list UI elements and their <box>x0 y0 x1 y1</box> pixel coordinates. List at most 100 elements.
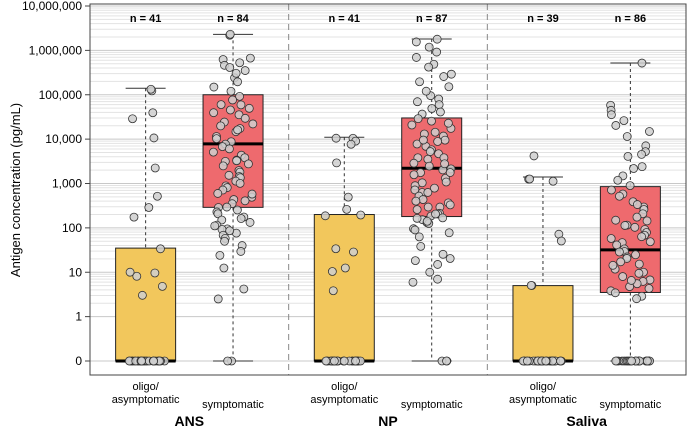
data-point <box>342 204 352 214</box>
group-label: NP <box>378 413 397 429</box>
data-point <box>225 105 235 115</box>
data-point <box>340 263 350 273</box>
grid <box>90 5 686 362</box>
data-point <box>645 237 655 247</box>
data-point <box>351 356 360 366</box>
data-point <box>629 164 638 173</box>
n-label: n = 41 <box>130 13 162 25</box>
data-point <box>548 176 558 186</box>
data-point <box>422 216 432 226</box>
data-point <box>320 211 330 221</box>
y-tick-label: 10 <box>69 265 83 279</box>
data-point <box>623 151 633 161</box>
category-label: symptomatic <box>401 399 463 411</box>
data-point <box>414 232 424 242</box>
y-tick-label: 1 <box>75 310 82 324</box>
data-point <box>637 58 647 68</box>
labels: n = 41 oligo/asymptomatic n = 84 symptomati… <box>112 13 662 429</box>
data-point <box>356 210 366 220</box>
data-point <box>411 53 421 62</box>
data-point <box>445 254 455 263</box>
y-tick-label: 0 <box>75 354 82 368</box>
y-axis-ticks: 0 1 10 100 1,000 10,000 100,000 1,000,000 10,000… <box>22 0 90 368</box>
group-label: Saliva <box>566 413 607 429</box>
data-point <box>240 66 250 75</box>
y-axis-label: Antigen concentration (pg/mL) <box>8 103 23 277</box>
data-point <box>328 286 338 296</box>
data-point <box>627 356 636 366</box>
data-point <box>240 196 250 206</box>
data-point <box>209 82 219 92</box>
data-point <box>438 213 448 223</box>
data-point <box>224 170 234 180</box>
data-point <box>608 260 618 270</box>
data-point <box>144 203 154 212</box>
data-point <box>432 47 442 57</box>
data-point <box>529 151 539 161</box>
data-point <box>209 108 219 118</box>
data-point <box>327 267 337 276</box>
category-label: symptomatic <box>202 399 264 411</box>
data-point <box>525 174 535 184</box>
data-point <box>223 356 233 366</box>
y-tick-label: 10,000 <box>45 132 82 146</box>
data-point <box>418 135 428 145</box>
data-point <box>634 259 644 269</box>
data-point <box>149 356 159 366</box>
data-point <box>150 268 160 278</box>
n-label: n = 84 <box>217 13 249 25</box>
data-point <box>434 100 444 110</box>
data-point <box>431 209 440 219</box>
data-point <box>149 133 159 143</box>
data-point <box>210 221 220 231</box>
box <box>115 247 177 362</box>
data-point <box>212 134 221 144</box>
category-label: asymptomatic <box>509 394 577 406</box>
data-point <box>125 267 135 277</box>
data-point <box>413 97 422 107</box>
data-point <box>331 244 341 254</box>
n-label: n = 39 <box>527 13 559 25</box>
data-point <box>156 244 165 254</box>
data-point <box>615 191 624 201</box>
data-point <box>631 250 640 260</box>
data-point <box>244 103 254 113</box>
data-point <box>409 170 419 180</box>
data-point <box>632 294 641 304</box>
data-point <box>218 161 228 171</box>
data-point <box>407 120 417 130</box>
data-point <box>423 202 433 212</box>
plot-frame <box>89 3 687 376</box>
data-point <box>444 82 454 92</box>
box <box>313 214 375 362</box>
data-point <box>157 281 167 291</box>
data-point <box>526 280 536 290</box>
data-point <box>441 177 451 187</box>
data-point <box>132 271 142 281</box>
data-point <box>445 200 455 210</box>
data-point <box>632 212 642 222</box>
data-point <box>556 356 565 366</box>
data-point <box>248 119 258 129</box>
data-point <box>645 127 654 136</box>
data-point <box>606 234 616 243</box>
data-point <box>642 356 652 366</box>
data-point <box>233 77 242 87</box>
data-point <box>430 127 440 137</box>
data-point <box>424 42 434 52</box>
data-point <box>224 144 234 154</box>
data-point <box>613 175 623 185</box>
n-label: n = 86 <box>615 13 647 25</box>
data-point <box>424 161 434 171</box>
data-point <box>247 189 257 199</box>
data-point <box>245 53 255 63</box>
data-point <box>331 133 341 143</box>
y-tick-label: 1,000,000 <box>29 43 83 57</box>
data-point <box>427 116 436 126</box>
data-point <box>436 107 445 117</box>
data-point <box>216 121 226 131</box>
data-point <box>321 356 331 366</box>
category-label: oligo/ <box>132 381 159 393</box>
data-point <box>233 125 243 135</box>
y-tick-label: 1,000 <box>52 177 82 191</box>
